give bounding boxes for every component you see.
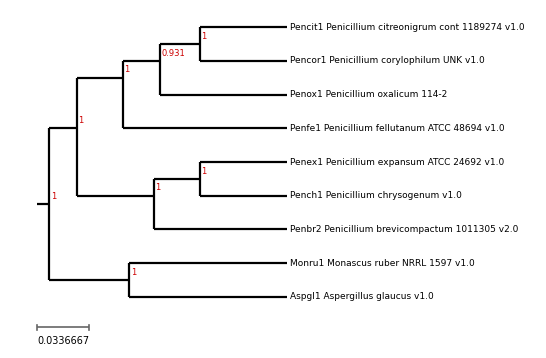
Text: 1: 1: [130, 268, 136, 277]
Text: Aspgl1 Aspergillus glaucus v1.0: Aspgl1 Aspergillus glaucus v1.0: [290, 292, 434, 301]
Text: Pench1 Penicillium chrysogenum v1.0: Pench1 Penicillium chrysogenum v1.0: [290, 191, 462, 200]
Text: Penex1 Penicillium expansum ATCC 24692 v1.0: Penex1 Penicillium expansum ATCC 24692 v…: [290, 158, 505, 166]
Text: 0.931: 0.931: [162, 49, 185, 58]
Text: 1: 1: [51, 192, 56, 201]
Text: Penox1 Penicillium oxalicum 114-2: Penox1 Penicillium oxalicum 114-2: [290, 90, 448, 99]
Text: Pencor1 Penicillium corylophilum UNK v1.0: Pencor1 Penicillium corylophilum UNK v1.…: [290, 57, 485, 66]
Text: Pencit1 Penicillium citreonigrum cont 1189274 v1.0: Pencit1 Penicillium citreonigrum cont 11…: [290, 23, 525, 32]
Text: 1: 1: [79, 116, 84, 125]
Text: 0.0336667: 0.0336667: [37, 336, 89, 346]
Text: Penfe1 Penicillium fellutanum ATCC 48694 v1.0: Penfe1 Penicillium fellutanum ATCC 48694…: [290, 124, 505, 133]
Text: Monru1 Monascus ruber NRRL 1597 v1.0: Monru1 Monascus ruber NRRL 1597 v1.0: [290, 259, 475, 268]
Text: 1: 1: [201, 32, 206, 41]
Text: 1: 1: [124, 66, 130, 74]
Text: Penbr2 Penicillium brevicompactum 1011305 v2.0: Penbr2 Penicillium brevicompactum 101130…: [290, 225, 519, 234]
Text: 1: 1: [201, 166, 206, 175]
Text: 1: 1: [155, 183, 161, 192]
